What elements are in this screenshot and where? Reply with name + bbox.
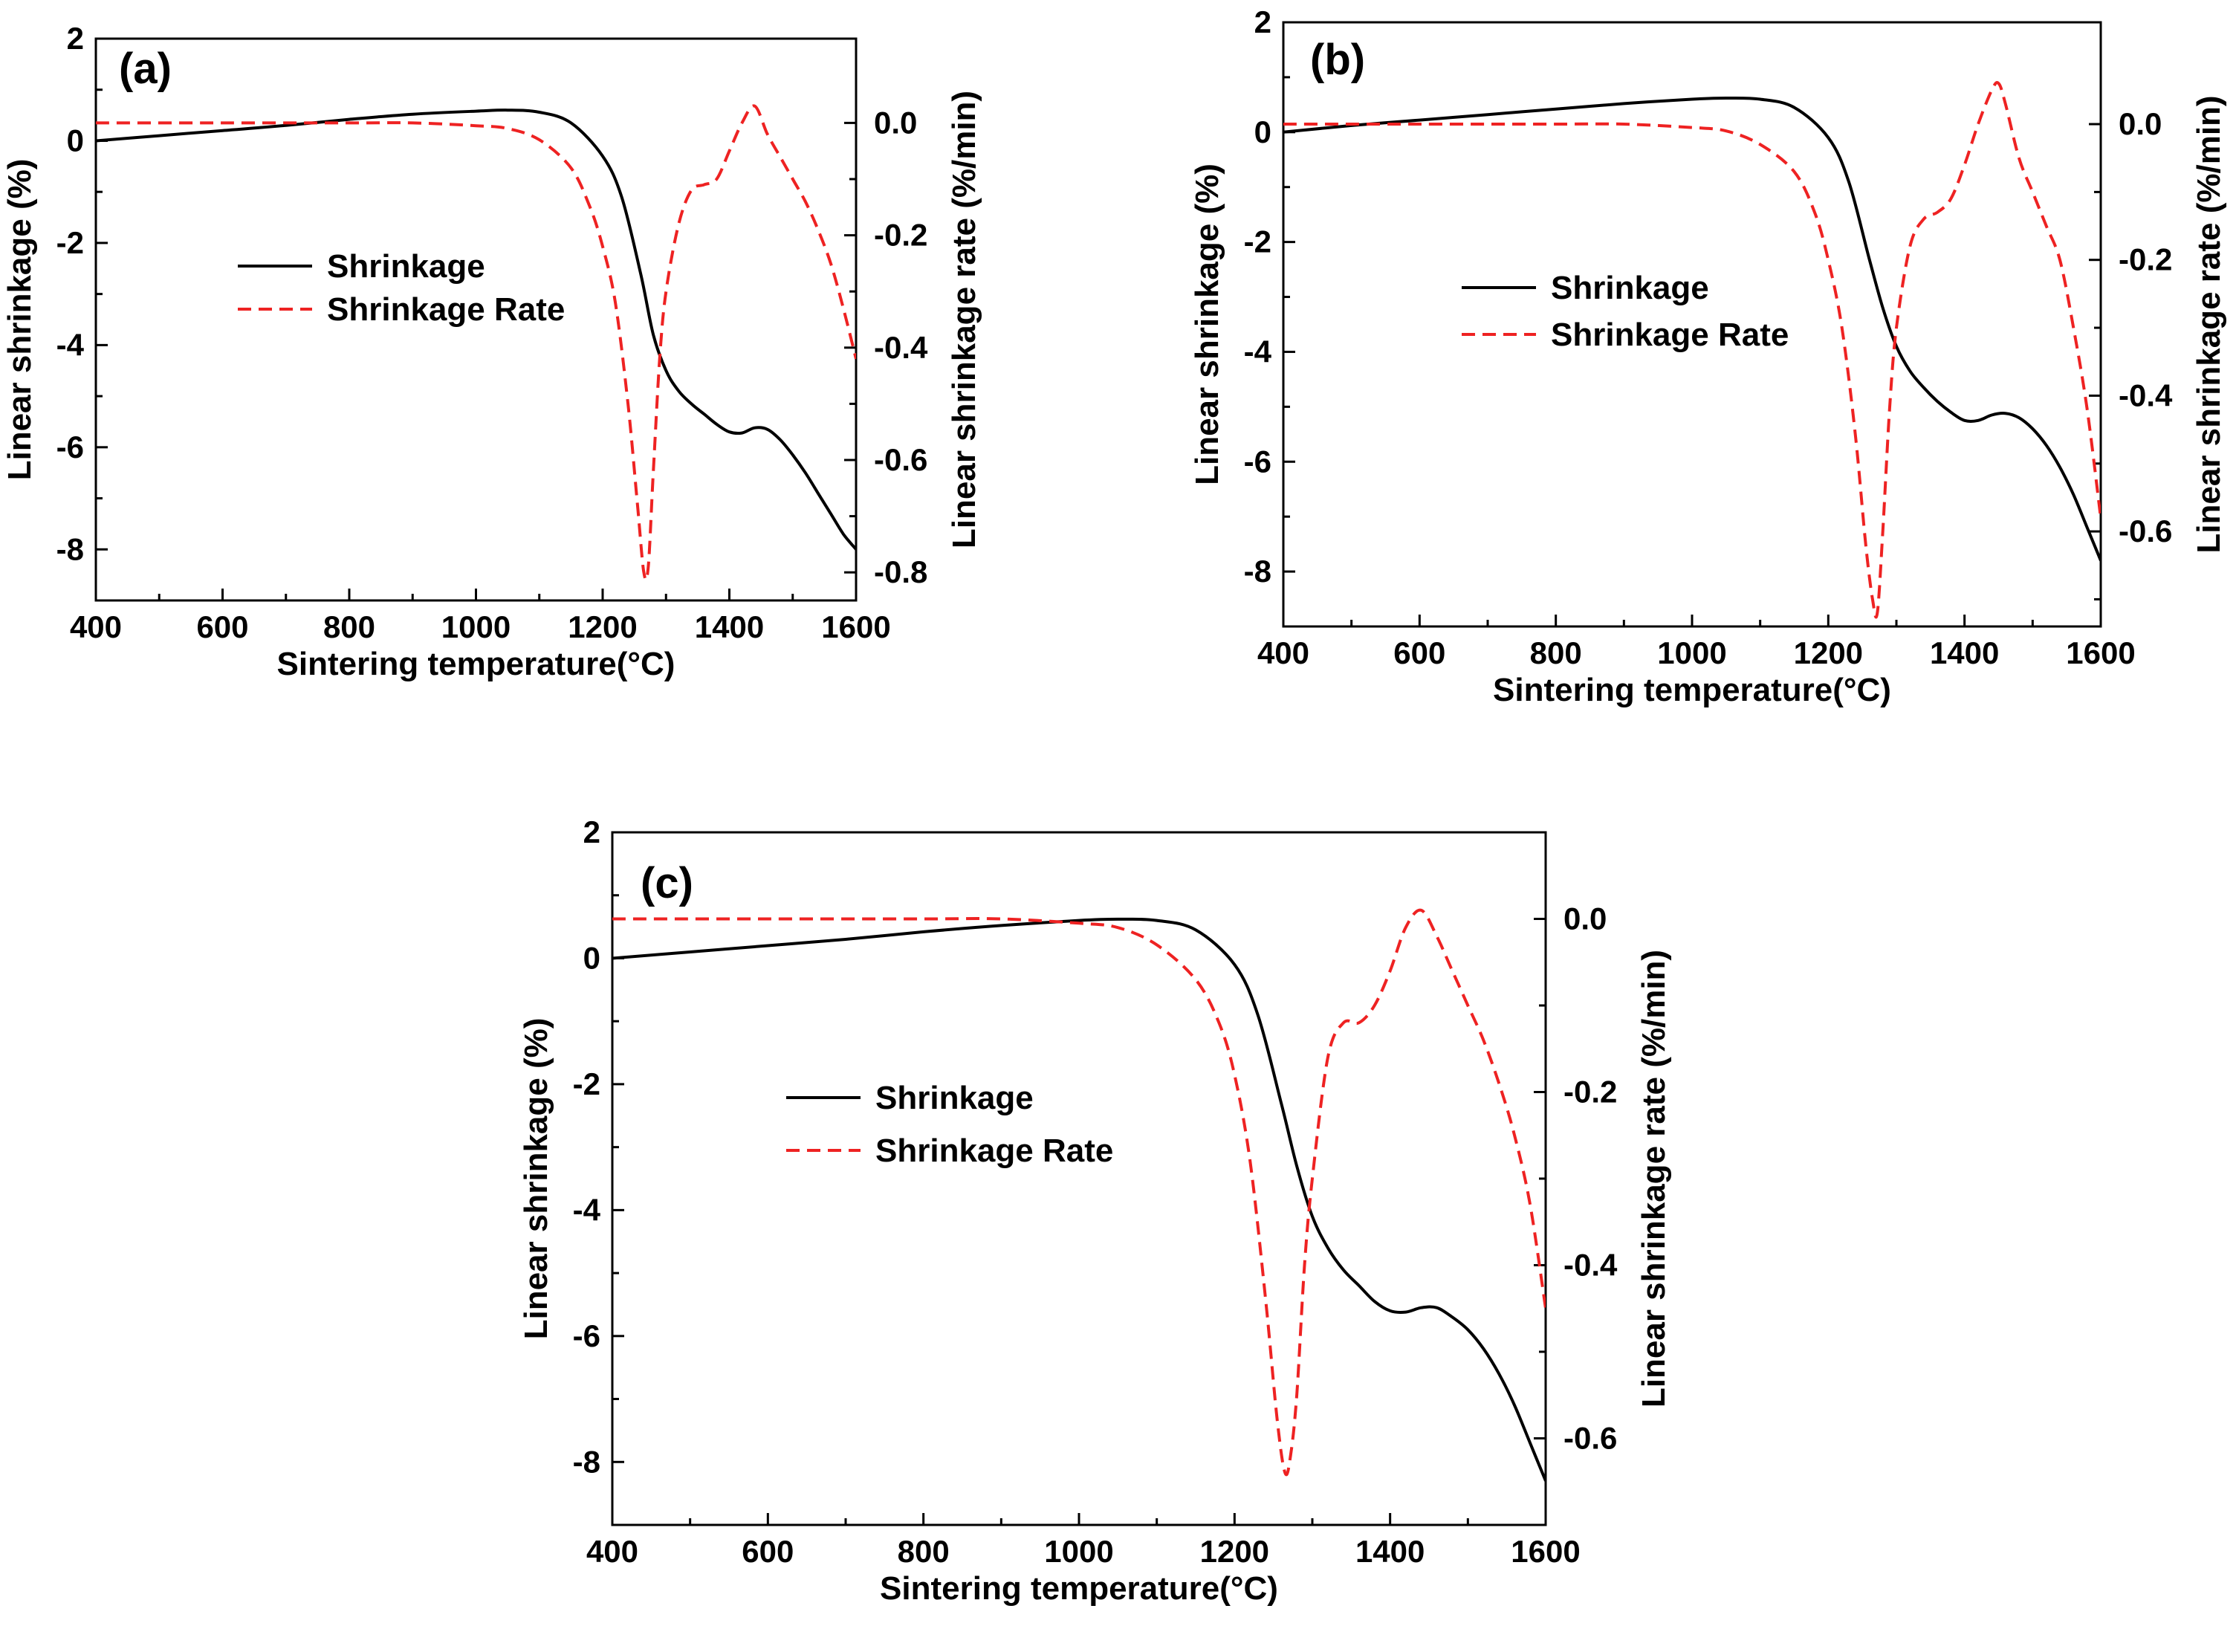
x-tick-label: 600 bbox=[742, 1534, 794, 1569]
y-left-tick-label: -6 bbox=[573, 1318, 600, 1353]
y-right-tick-label: -0.4 bbox=[874, 330, 928, 365]
y-right-tick-label: 0.0 bbox=[874, 105, 917, 140]
y-right-tick-label: -0.4 bbox=[1563, 1248, 1618, 1283]
x-tick-label: 1000 bbox=[1657, 635, 1726, 670]
x-tick-label: 400 bbox=[70, 609, 122, 644]
y-right-axis-title: Linear shrinkage rate (%/min) bbox=[1636, 950, 1672, 1408]
y-right-axis-title: Linear shrinkage rate (%/min) bbox=[2191, 95, 2227, 553]
y-left-tick-label: 2 bbox=[583, 814, 600, 849]
y-right-axis-title: Linear shrinkage rate (%/min) bbox=[946, 91, 982, 548]
y-left-tick-label: -4 bbox=[1244, 334, 1272, 369]
x-axis-title: Sintering temperature(°C) bbox=[880, 1570, 1278, 1607]
y-left-tick-label: 2 bbox=[1254, 4, 1271, 39]
y-left-tick-label: -2 bbox=[573, 1066, 600, 1101]
y-left-tick-label: 0 bbox=[583, 940, 600, 975]
x-tick-label: 1200 bbox=[568, 609, 637, 644]
panel-label: (c) bbox=[641, 859, 693, 907]
y-left-tick-label: 0 bbox=[67, 123, 84, 158]
x-tick-label: 1400 bbox=[695, 609, 764, 644]
legend-label: Shrinkage Rate bbox=[1551, 317, 1789, 353]
legend-label: Shrinkage bbox=[327, 248, 485, 285]
chart-panel-c: 400 600 800 1000 1200 1400 1600 2 0 -2 -4 -6 -8 0.0 -0… bbox=[518, 814, 1672, 1607]
legend-label: Shrinkage Rate bbox=[875, 1133, 1113, 1169]
y-right-tick-label: -0.6 bbox=[2119, 514, 2172, 548]
y-left-tick-label: -2 bbox=[56, 225, 84, 260]
series-line-shrinkage-rate bbox=[612, 908, 1546, 1477]
chart-panel-b: 400 600 800 1000 1200 1400 1600 2 0 -2 -4 -6 -8 0.0 -0… bbox=[1189, 4, 2227, 708]
y-left-axis-title: Linear shrinkage (%) bbox=[1, 159, 38, 481]
y-left-tick-label: -4 bbox=[56, 327, 85, 362]
legend-label: Shrinkage Rate bbox=[327, 291, 565, 328]
x-tick-label: 1400 bbox=[1355, 1534, 1425, 1569]
y-right-tick-label: -0.2 bbox=[874, 218, 927, 253]
x-tick-label: 800 bbox=[1530, 635, 1582, 670]
y-right-tick-label: 0.0 bbox=[1563, 901, 1607, 936]
x-tick-label: 600 bbox=[196, 609, 248, 644]
chart-panel-a: 400 600 800 1000 1200 1400 1600 2 0 -2 -4 -6 -8 0.0 -0… bbox=[1, 21, 982, 682]
series-line-shrinkage bbox=[1283, 96, 2101, 562]
y-right-tick-label: 0.0 bbox=[2119, 106, 2162, 141]
y-left-tick-label: -6 bbox=[1244, 444, 1271, 479]
y-right-tick-label: -0.8 bbox=[874, 554, 927, 589]
y-right-tick-label: -0.2 bbox=[1563, 1075, 1617, 1110]
y-right-tick-label: -0.6 bbox=[874, 442, 927, 477]
series-line-shrinkage-rate bbox=[1283, 81, 2101, 619]
x-axis-title: Sintering temperature(°C) bbox=[1493, 672, 1891, 708]
plot-frame bbox=[611, 831, 1547, 1526]
x-tick-label: 800 bbox=[323, 609, 375, 644]
y-left-tick-label: 2 bbox=[67, 21, 84, 56]
x-tick-label: 600 bbox=[1393, 635, 1445, 670]
legend-label: Shrinkage bbox=[1551, 270, 1709, 306]
y-right-tick-label: -0.4 bbox=[2119, 378, 2173, 412]
y-left-tick-label: -8 bbox=[1244, 554, 1271, 589]
y-left-tick-label: -8 bbox=[56, 531, 84, 566]
legend-label: Shrinkage bbox=[875, 1080, 1034, 1116]
x-tick-label: 1600 bbox=[2066, 635, 2135, 670]
y-left-axis-title: Linear shrinkage (%) bbox=[1189, 163, 1225, 485]
x-tick-label: 1000 bbox=[441, 609, 511, 644]
x-axis-title: Sintering temperature(°C) bbox=[277, 646, 675, 682]
y-left-tick-label: -2 bbox=[1244, 224, 1271, 259]
x-tick-label: 1600 bbox=[1511, 1534, 1580, 1569]
x-tick-label: 1200 bbox=[1794, 635, 1863, 670]
x-tick-label: 800 bbox=[898, 1534, 950, 1569]
y-right-tick-label: -0.6 bbox=[1563, 1421, 1617, 1456]
series-line-shrinkage-rate bbox=[96, 104, 856, 582]
panel-label: (a) bbox=[119, 45, 172, 93]
x-tick-label: 1000 bbox=[1044, 1534, 1113, 1569]
x-tick-label: 1200 bbox=[1200, 1534, 1269, 1569]
y-left-tick-label: -4 bbox=[573, 1192, 601, 1227]
y-left-tick-label: -8 bbox=[573, 1444, 600, 1479]
x-tick-label: 400 bbox=[586, 1534, 638, 1569]
x-tick-label: 1600 bbox=[821, 609, 890, 644]
x-tick-label: 1400 bbox=[1930, 635, 1999, 670]
x-tick-label: 400 bbox=[1257, 635, 1309, 670]
y-left-axis-title: Linear shrinkage (%) bbox=[518, 1018, 554, 1340]
y-left-tick-label: 0 bbox=[1254, 114, 1271, 149]
series-line-shrinkage bbox=[96, 108, 856, 551]
series-line-shrinkage bbox=[612, 917, 1546, 1482]
panel-label: (b) bbox=[1310, 36, 1365, 84]
y-left-tick-label: -6 bbox=[56, 430, 84, 464]
y-right-tick-label: -0.2 bbox=[2119, 242, 2172, 277]
